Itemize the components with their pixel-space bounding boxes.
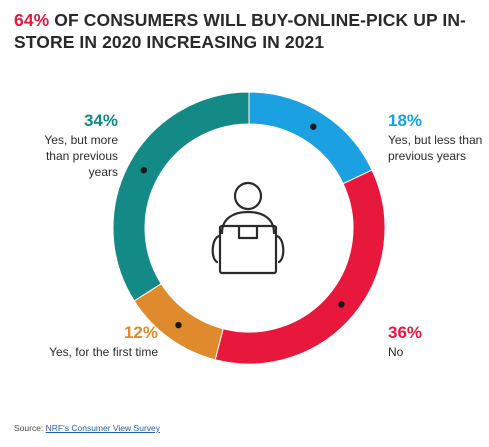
marker-dot-less-than-previous	[310, 123, 317, 130]
pct-more-than-previous: 34%	[83, 111, 118, 130]
slice-label-less-than-previous: 18% Yes, but less than previous years	[388, 110, 488, 164]
label-first-time: Yes, for the first time	[49, 345, 158, 359]
label-no: No	[388, 345, 404, 359]
pct-less-than-previous: 18%	[388, 111, 423, 130]
label-less-than-previous: Yes, but less than previous years	[388, 133, 483, 163]
donut-slices	[112, 91, 386, 365]
slice-label-no: 36% No	[388, 322, 478, 360]
title-highlight: 64%	[14, 10, 50, 30]
title-text: OF CONSUMERS WILL BUY-ONLINE-PICK UP IN-…	[14, 10, 466, 52]
slice-more-than-previous	[112, 91, 250, 302]
pct-first-time: 12%	[123, 323, 158, 342]
marker-dot-no	[338, 301, 345, 308]
pct-no: 36%	[388, 323, 423, 342]
slice-label-more-than-previous: 34% Yes, but more than previous years	[18, 110, 118, 180]
slice-label-first-time: 12% Yes, for the first time	[18, 322, 158, 360]
source-note: Source: NRF's Consumer View Survey	[14, 423, 160, 433]
marker-dot-more-than-previous	[140, 166, 148, 174]
label-more-than-previous: Yes, but more than previous years	[44, 133, 118, 179]
source-prefix: Source:	[14, 423, 46, 433]
slice-markers	[140, 123, 345, 329]
chart-title: 64% OF CONSUMERS WILL BUY-ONLINE-PICK UP…	[14, 9, 484, 53]
slice-less-than-previous	[248, 91, 373, 185]
person-holding-package-icon	[211, 181, 285, 275]
slice-no	[214, 169, 386, 365]
source-link[interactable]: NRF's Consumer View Survey	[45, 423, 161, 433]
marker-dot-first-time	[175, 321, 182, 329]
